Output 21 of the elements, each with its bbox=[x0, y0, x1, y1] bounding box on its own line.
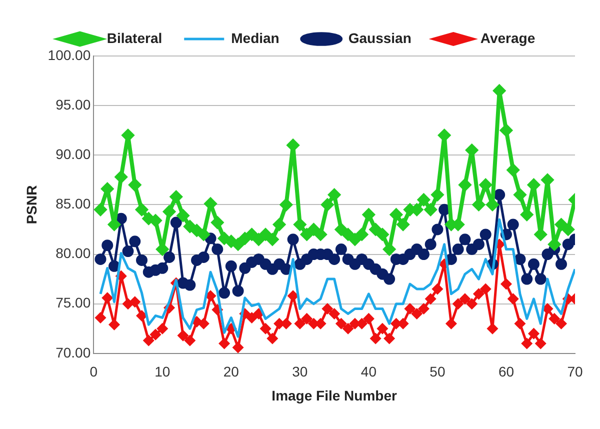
x-tick-label: 20 bbox=[223, 364, 240, 380]
x-tick-label: 30 bbox=[292, 364, 308, 380]
y-tick-label: 75.00 bbox=[56, 294, 91, 311]
x-tick-label: 0 bbox=[90, 364, 98, 380]
x-tick-label: 10 bbox=[154, 364, 170, 380]
x-tick-label: 50 bbox=[430, 364, 446, 380]
x-tick-label: 40 bbox=[360, 364, 377, 380]
y-tick-label: 90.00 bbox=[56, 146, 91, 162]
y-tick-label: 95.00 bbox=[56, 96, 91, 112]
y-tick-label: 70.00 bbox=[56, 344, 91, 360]
x-tick-label: 60 bbox=[498, 364, 514, 380]
y-axis-title: PSNR bbox=[23, 185, 40, 224]
legend-label: Gaussian bbox=[348, 30, 412, 46]
legend-label: Median bbox=[231, 30, 280, 46]
legend-label: Bilateral bbox=[106, 30, 162, 46]
x-axis-title: Image File Number bbox=[272, 387, 398, 404]
x-tick-label: 70 bbox=[567, 364, 583, 380]
legend-label: Average bbox=[480, 30, 536, 46]
y-tick-label: 100.00 bbox=[48, 46, 91, 63]
y-tick-label: 80.00 bbox=[56, 245, 91, 262]
y-tick-label: 85.00 bbox=[56, 196, 91, 212]
